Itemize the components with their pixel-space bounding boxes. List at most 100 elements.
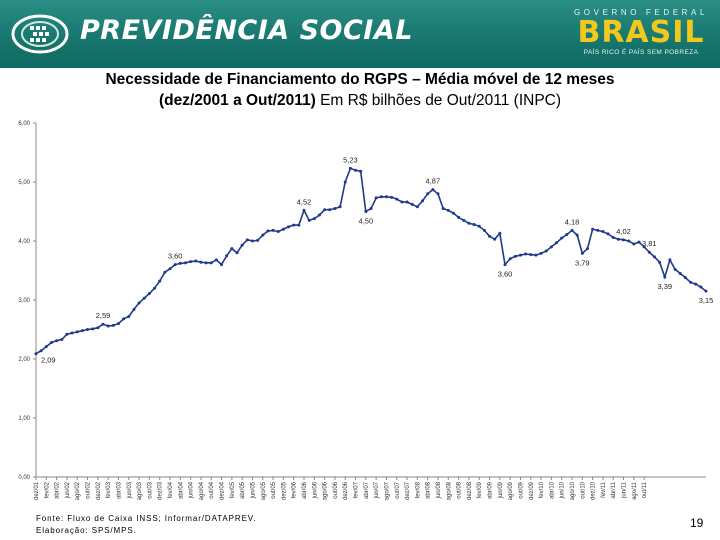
data-point <box>122 317 126 321</box>
x-tick-label: jun/08 <box>436 481 442 499</box>
x-tick-label: fev/02 <box>44 481 50 498</box>
data-point <box>534 253 538 257</box>
data-point <box>477 224 481 228</box>
data-point <box>302 208 306 212</box>
x-tick-label: fev/10 <box>539 481 545 498</box>
data-point <box>328 208 332 212</box>
data-point <box>544 249 548 253</box>
data-label: 3,79 <box>575 258 590 267</box>
data-point <box>369 207 373 211</box>
data-point <box>292 223 296 227</box>
data-point <box>689 280 693 284</box>
data-point <box>261 233 265 237</box>
data-point <box>488 234 492 238</box>
data-point <box>111 323 115 327</box>
data-label: 4,52 <box>297 197 312 206</box>
x-tick-label: jun/10 <box>560 481 566 499</box>
data-point <box>60 338 64 342</box>
data-label: 3,81 <box>642 239 657 248</box>
data-point <box>472 222 476 226</box>
data-point <box>55 339 59 343</box>
y-tick-label: 4,00 <box>18 239 30 245</box>
data-point <box>652 255 656 259</box>
x-tick-label: fev/05 <box>230 481 236 498</box>
data-point <box>390 195 394 199</box>
data-point <box>39 349 43 353</box>
data-point <box>632 242 636 246</box>
data-point <box>539 251 543 255</box>
data-point <box>132 307 136 311</box>
data-point <box>421 199 425 203</box>
elaboration-note: Elaboração: SPS/MPS. <box>36 526 137 535</box>
data-point <box>395 197 399 201</box>
x-tick-label: fev/07 <box>354 481 360 498</box>
chart-series <box>34 166 708 356</box>
data-point <box>555 241 559 245</box>
x-tick-label: jun/05 <box>250 481 256 499</box>
data-point <box>106 324 110 328</box>
data-point <box>307 218 311 222</box>
data-point <box>178 261 182 265</box>
x-tick-label: fev/03 <box>106 481 112 498</box>
y-tick-label: 0,00 <box>18 475 30 481</box>
data-point <box>142 296 146 300</box>
data-label: 2,59 <box>96 311 111 320</box>
data-label: 3,15 <box>699 296 714 305</box>
data-labels: 2,09 2,59 3,60 4,52 5,23 4,50 4,87 3,60 4,18 3,79… <box>41 155 713 364</box>
data-point <box>323 208 327 212</box>
x-tick-label: ago/04 <box>199 481 205 500</box>
data-point <box>503 263 507 267</box>
y-tick-label: 3,00 <box>18 298 30 304</box>
data-point <box>462 218 466 222</box>
data-point <box>80 329 84 333</box>
x-tick-label: ago/11 <box>632 481 638 500</box>
x-tick-label: ago/06 <box>323 481 329 500</box>
data-point <box>189 260 193 264</box>
x-tick-label: fev/06 <box>292 481 298 498</box>
data-label: 4,02 <box>616 227 631 236</box>
x-tick-label: out/02 <box>86 481 92 498</box>
data-point <box>225 254 229 258</box>
data-point <box>214 258 218 262</box>
data-point <box>467 221 471 225</box>
x-tick-label: dez/03 <box>158 481 164 500</box>
x-tick-label: abr/04 <box>178 481 184 499</box>
data-point <box>276 230 280 234</box>
data-point <box>524 252 528 256</box>
data-point <box>647 250 651 254</box>
data-point <box>359 169 363 173</box>
data-point <box>384 195 388 199</box>
x-tick-label: abr/02 <box>55 481 61 499</box>
data-point <box>400 200 404 204</box>
x-tick-label: dez/04 <box>220 481 226 500</box>
data-point <box>364 210 368 213</box>
x-tick-label: ago/07 <box>384 481 390 500</box>
data-point <box>658 260 662 264</box>
data-point <box>86 328 90 331</box>
x-tick-label: dez/02 <box>96 481 102 500</box>
chart-title-period: (dez/2001 a Out/2011) <box>158 92 316 109</box>
data-point <box>683 276 687 280</box>
data-point <box>622 238 626 242</box>
data-point <box>580 251 584 255</box>
x-tick-label: out/03 <box>147 481 153 498</box>
data-point <box>565 233 569 237</box>
y-tick-label: 5,00 <box>18 180 30 186</box>
y-axis-ticks: 0,00 1,00 2,00 3,00 4,00 5,00 6,00 <box>18 121 36 481</box>
x-tick-label: out/07 <box>395 481 401 498</box>
data-label: 5,23 <box>343 155 358 164</box>
x-axis-ticks: dez/01 fev/02 abr/02 jun/02 ago/02 out/02 dez/… <box>34 477 648 500</box>
data-label: 3,60 <box>498 270 513 279</box>
x-tick-label: abr/06 <box>302 481 308 499</box>
source-note: Fonte: Fluxo de Caixa INSS; Informar/DAT… <box>36 514 257 523</box>
y-tick-label: 1,00 <box>18 416 30 422</box>
x-tick-label: abr/05 <box>240 481 246 499</box>
x-tick-label: out/05 <box>271 481 277 498</box>
data-point <box>220 263 224 267</box>
data-point <box>431 188 435 192</box>
series-line <box>35 167 707 355</box>
data-point <box>250 239 254 243</box>
data-point <box>348 166 352 170</box>
data-point <box>518 253 522 257</box>
data-point <box>173 263 177 267</box>
